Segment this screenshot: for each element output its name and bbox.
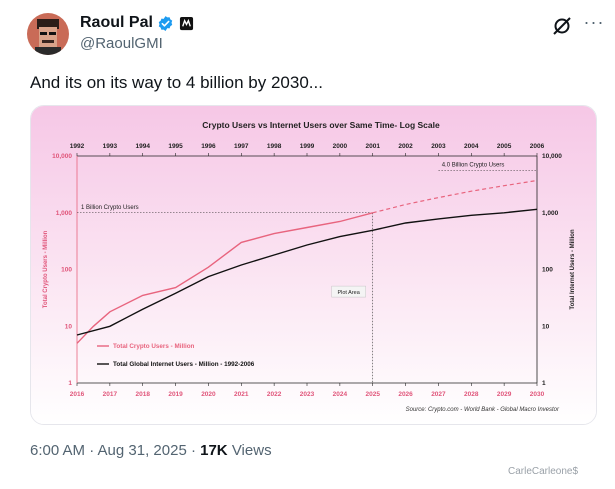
x-tick-label-top: 2006: [530, 143, 545, 150]
avatar[interactable]: [27, 13, 69, 55]
x-tick-label-bottom: 2018: [135, 391, 150, 398]
x-tick-label-top: 1997: [234, 143, 249, 150]
x-tick-label-bottom: 2025: [365, 391, 380, 398]
author-handle[interactable]: @RaoulGMI: [80, 35, 163, 52]
x-tick-label-top: 1994: [135, 143, 150, 150]
crypto-projection-line: [372, 179, 538, 214]
annotation-plot-area: Plot Area: [337, 290, 360, 296]
y-tick-label-right: 10: [542, 323, 550, 330]
timestamp[interactable]: 6:00 AM · Aug 31, 2025 ·: [30, 442, 201, 459]
x-tick-label-top: 1993: [103, 143, 118, 150]
x-tick-label-top: 1992: [70, 143, 85, 150]
tweet-meta: 6:00 AM · Aug 31, 2025 · 17K Views: [30, 442, 272, 459]
x-tick-label-top: 1996: [201, 143, 216, 150]
grok-icon[interactable]: [551, 15, 573, 37]
plot-area-label-box: [331, 285, 366, 298]
x-tick-label-bottom: 2023: [300, 391, 315, 398]
y-tick-label-left: 10,000: [52, 153, 72, 160]
legend-label-internet: Total Global Internet Users - Million - …: [113, 361, 255, 368]
y-tick-label-left: 100: [61, 267, 72, 274]
y-tick-label-left: 1: [68, 380, 72, 387]
tweet-text: And its on its way to 4 billion by 2030.…: [30, 73, 323, 92]
avatar-portrait: [27, 13, 69, 55]
x-tick-label-top: 2003: [431, 143, 446, 150]
verified-badge-icon: [158, 15, 173, 31]
x-tick-label-bottom: 2028: [464, 391, 479, 398]
affiliate-badge-icon[interactable]: [179, 16, 194, 31]
author-name[interactable]: Raoul Pal: [80, 14, 153, 31]
x-tick-label-top: 2002: [398, 143, 413, 150]
legend-label-crypto: Total Crypto Users - Million: [113, 343, 195, 350]
x-tick-label-top: 1998: [267, 143, 282, 150]
y-axis-label-right: Total Internet Users - Million: [570, 229, 576, 310]
more-options-icon[interactable]: ···: [583, 12, 605, 32]
chart-background: [31, 106, 596, 424]
x-tick-label-bottom: 2016: [70, 391, 85, 398]
y-axis-label-left: Total Crypto Users - Million: [43, 230, 49, 308]
tweet-media-chart[interactable]: Crypto Users vs Internet Users over Same…: [30, 105, 597, 425]
x-tick-label-bottom: 2020: [201, 391, 216, 398]
x-tick-label-bottom: 2024: [333, 391, 348, 398]
x-tick-label-bottom: 2027: [431, 391, 446, 398]
y-tick-label-left: 1,000: [56, 210, 73, 217]
chart-svg: Crypto Users vs Internet Users over Same…: [31, 106, 596, 424]
internet-users-line: [76, 208, 538, 336]
x-tick-label-bottom: 2022: [267, 391, 282, 398]
x-tick-label-top: 2000: [333, 143, 348, 150]
chart-source: Source: Crypto.com - World Bank - Global…: [406, 407, 560, 413]
x-tick-label-bottom: 2017: [103, 391, 118, 398]
chart-title: Crypto Users vs Internet Users over Same…: [202, 120, 440, 130]
views-count: 17K: [200, 442, 228, 459]
x-tick-label-top: 2004: [464, 143, 479, 150]
author-name-row[interactable]: Raoul Pal: [80, 14, 194, 32]
x-tick-label-bottom: 2021: [234, 391, 249, 398]
views-label: Views: [227, 442, 272, 459]
x-tick-label-bottom: 2019: [168, 391, 183, 398]
y-tick-label-left: 10: [65, 323, 73, 330]
y-tick-label-right: 1,000: [542, 210, 559, 217]
x-tick-label-bottom: 2029: [497, 391, 512, 398]
x-tick-label-bottom: 2026: [398, 391, 413, 398]
x-tick-label-top: 2001: [365, 143, 380, 150]
x-tick-label-top: 1999: [300, 143, 315, 150]
y-tick-label-right: 1: [542, 380, 546, 387]
y-tick-label-right: 10,000: [542, 153, 562, 160]
x-tick-label-bottom: 2030: [530, 391, 545, 398]
y-tick-label-right: 100: [542, 267, 553, 274]
x-tick-label-top: 2005: [497, 143, 512, 150]
annotation-4-billion: 4.0 Billion Crypto Users: [442, 163, 505, 169]
annotation-1-billion: 1 Billion Crypto Users: [81, 205, 139, 211]
x-tick-label-top: 1995: [168, 143, 183, 150]
watermark: CarleCarleone$: [508, 466, 579, 477]
crypto-users-line: [76, 212, 373, 344]
